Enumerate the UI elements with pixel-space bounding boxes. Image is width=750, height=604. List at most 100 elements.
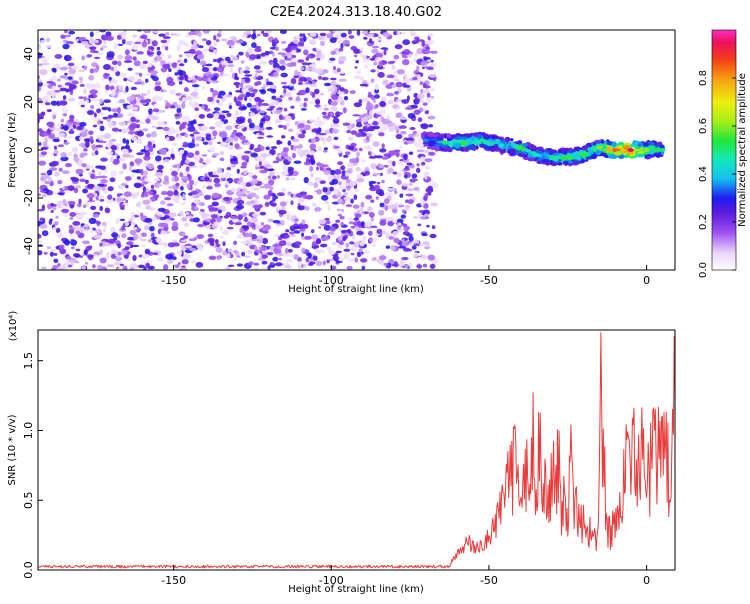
noise-speckle xyxy=(326,259,330,264)
noise-speckle xyxy=(307,181,314,186)
x-tick-label: 0 xyxy=(643,574,650,587)
noise-speckle xyxy=(45,37,51,42)
noise-speckle xyxy=(387,160,393,164)
noise-speckle xyxy=(230,187,237,193)
noise-speckle xyxy=(334,175,341,180)
noise-speckle xyxy=(340,71,345,75)
noise-speckle xyxy=(174,104,181,109)
noise-speckle xyxy=(124,220,129,227)
noise-speckle xyxy=(198,104,203,107)
colorbar-label: Normalized spectral amplitude xyxy=(737,73,748,227)
noise-speckle xyxy=(265,30,272,34)
noise-speckle xyxy=(154,171,163,178)
noise-speckle xyxy=(311,128,320,133)
noise-speckle xyxy=(115,71,121,77)
noise-speckle xyxy=(210,134,215,140)
noise-speckle xyxy=(383,49,387,56)
noise-speckle xyxy=(246,102,252,108)
noise-speckle xyxy=(148,108,153,115)
signal-speckle xyxy=(489,139,497,142)
noise-speckle xyxy=(149,225,155,232)
noise-speckle xyxy=(111,60,118,66)
signal-speckle xyxy=(464,138,473,145)
noise-speckle xyxy=(327,232,335,235)
noise-speckle xyxy=(193,236,197,241)
noise-speckle xyxy=(340,165,346,171)
noise-speckle xyxy=(294,218,299,222)
noise-speckle xyxy=(143,30,152,34)
noise-speckle xyxy=(140,232,147,237)
noise-speckle xyxy=(200,212,208,219)
noise-speckle xyxy=(387,99,394,105)
noise-speckle xyxy=(404,171,409,175)
noise-speckle xyxy=(156,257,164,262)
noise-speckle xyxy=(253,262,260,266)
noise-speckle xyxy=(198,114,205,119)
noise-speckle xyxy=(372,141,380,147)
noise-speckle xyxy=(378,132,385,137)
noise-speckle xyxy=(132,34,137,38)
noise-speckle xyxy=(227,264,235,267)
noise-speckle xyxy=(50,210,54,213)
noise-speckle xyxy=(304,206,310,211)
noise-speckle xyxy=(197,32,202,38)
noise-speckle xyxy=(107,114,114,119)
noise-speckle xyxy=(363,250,371,254)
noise-speckle xyxy=(121,182,127,187)
noise-speckle xyxy=(330,106,338,112)
noise-speckle xyxy=(128,165,133,171)
noise-speckle xyxy=(318,218,327,225)
noise-speckle xyxy=(54,127,62,132)
noise-speckle xyxy=(373,104,377,110)
noise-speckle xyxy=(211,201,219,207)
noise-speckle xyxy=(94,39,99,44)
noise-speckle xyxy=(397,204,405,208)
noise-speckle xyxy=(147,143,152,149)
noise-speckle xyxy=(78,36,86,41)
noise-speckle xyxy=(181,175,189,182)
noise-speckle xyxy=(411,245,417,250)
noise-speckle xyxy=(379,101,386,107)
noise-speckle xyxy=(380,229,387,235)
noise-speckle xyxy=(210,214,218,219)
noise-speckle xyxy=(146,163,155,170)
snr-series xyxy=(38,332,675,569)
noise-speckle xyxy=(187,31,196,36)
noise-speckle xyxy=(326,33,334,39)
noise-speckle xyxy=(250,152,258,158)
noise-speckle xyxy=(394,44,403,50)
noise-speckle xyxy=(402,59,410,66)
noise-speckle xyxy=(64,260,70,266)
noise-speckle xyxy=(343,107,347,114)
noise-speckle xyxy=(386,114,391,121)
noise-speckle xyxy=(176,166,180,171)
noise-speckle xyxy=(67,62,75,67)
noise-speckle xyxy=(294,69,299,77)
noise-speckle xyxy=(284,155,292,160)
noise-speckle xyxy=(269,149,276,156)
noise-speckle xyxy=(271,109,275,113)
noise-speckle xyxy=(240,68,244,75)
noise-speckle xyxy=(38,208,45,212)
noise-speckle xyxy=(315,238,322,245)
noise-speckle xyxy=(267,189,273,197)
noise-speckle xyxy=(89,197,93,201)
noise-speckle xyxy=(352,204,360,209)
noise-speckle xyxy=(131,41,136,46)
noise-speckle xyxy=(324,82,331,87)
spectrogram-x-label: Height of straight line (km) xyxy=(288,284,424,295)
noise-speckle xyxy=(169,89,176,95)
noise-speckle xyxy=(89,135,94,143)
noise-speckle xyxy=(105,84,110,91)
noise-speckle xyxy=(252,227,256,231)
noise-speckle xyxy=(124,176,132,181)
noise-speckle xyxy=(184,133,189,138)
noise-speckle xyxy=(292,138,300,142)
noise-speckle xyxy=(71,146,79,153)
noise-speckle xyxy=(93,112,97,118)
noise-speckle xyxy=(265,146,271,151)
noise-speckle xyxy=(240,60,245,64)
noise-speckle xyxy=(282,85,290,89)
noise-speckle xyxy=(59,66,68,71)
noise-speckle xyxy=(190,45,199,50)
